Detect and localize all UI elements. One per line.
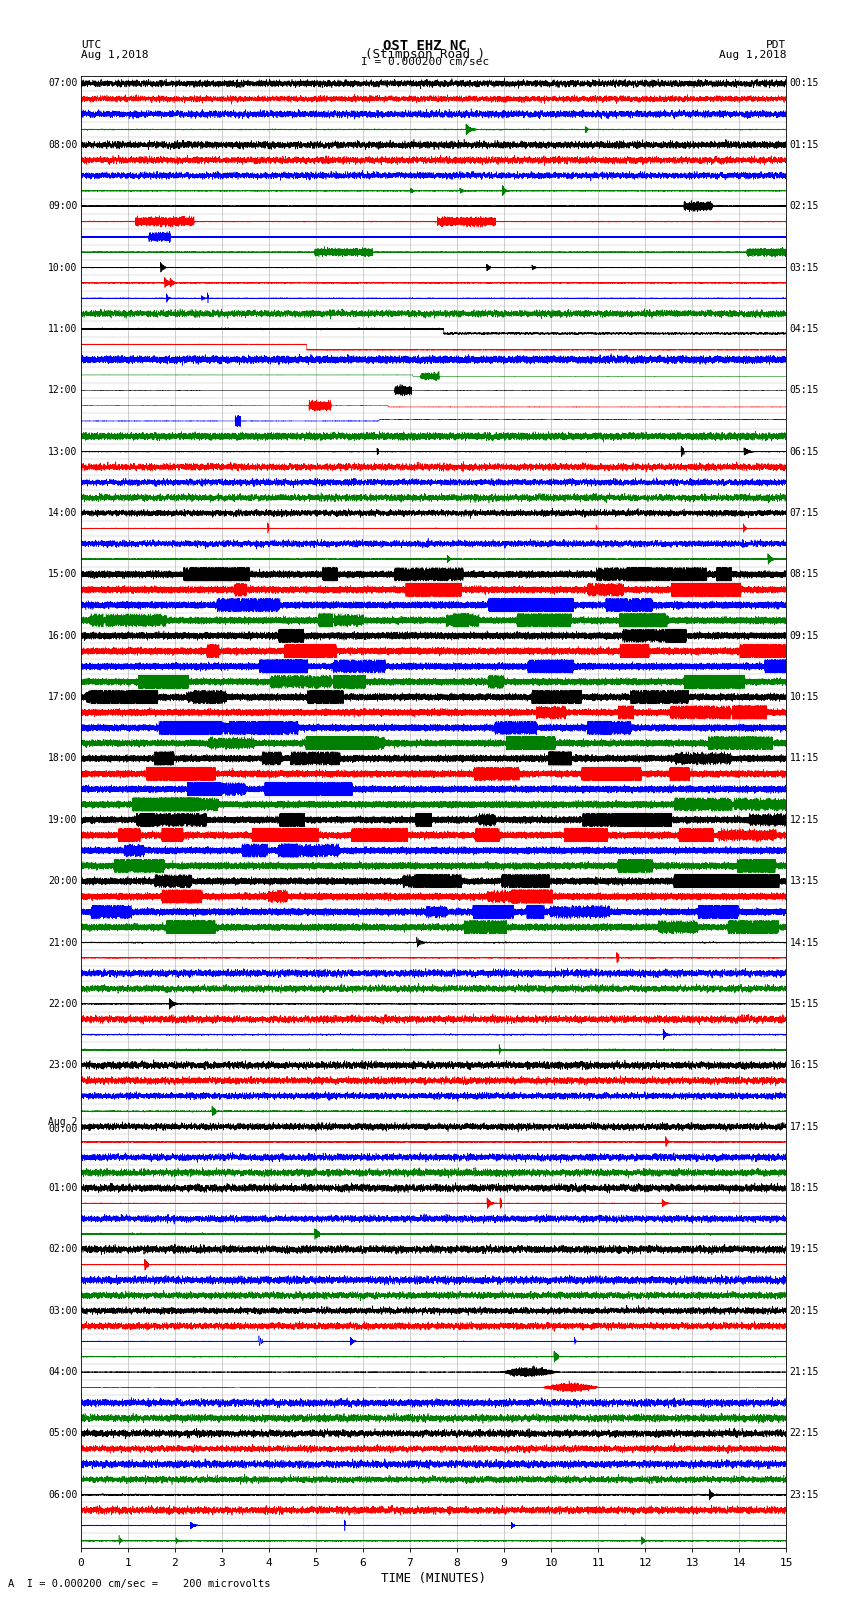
Text: 12:00: 12:00 <box>48 386 77 395</box>
Text: 20:15: 20:15 <box>790 1305 819 1316</box>
Text: 09:15: 09:15 <box>790 631 819 640</box>
Text: 21:15: 21:15 <box>790 1368 819 1378</box>
Text: 18:00: 18:00 <box>48 753 77 763</box>
Text: 00:15: 00:15 <box>790 79 819 89</box>
Text: 10:15: 10:15 <box>790 692 819 702</box>
Text: 01:15: 01:15 <box>790 140 819 150</box>
Text: 06:15: 06:15 <box>790 447 819 456</box>
Text: 07:00: 07:00 <box>48 79 77 89</box>
Text: 14:00: 14:00 <box>48 508 77 518</box>
Text: 13:00: 13:00 <box>48 447 77 456</box>
Text: 16:00: 16:00 <box>48 631 77 640</box>
Text: 04:15: 04:15 <box>790 324 819 334</box>
Text: 20:00: 20:00 <box>48 876 77 886</box>
Text: 23:00: 23:00 <box>48 1060 77 1071</box>
Text: PDT: PDT <box>766 40 786 50</box>
Text: (Stimpson Road ): (Stimpson Road ) <box>365 47 485 61</box>
Text: 01:00: 01:00 <box>48 1182 77 1194</box>
Text: 03:00: 03:00 <box>48 1305 77 1316</box>
Text: 10:00: 10:00 <box>48 263 77 273</box>
Text: 03:15: 03:15 <box>790 263 819 273</box>
Text: UTC: UTC <box>81 40 101 50</box>
Text: 06:00: 06:00 <box>48 1490 77 1500</box>
Text: 07:15: 07:15 <box>790 508 819 518</box>
Text: 21:00: 21:00 <box>48 937 77 947</box>
Text: Aug 2: Aug 2 <box>48 1118 77 1127</box>
X-axis label: TIME (MINUTES): TIME (MINUTES) <box>381 1571 486 1584</box>
Text: 22:00: 22:00 <box>48 998 77 1008</box>
Text: 19:00: 19:00 <box>48 815 77 824</box>
Text: 17:00: 17:00 <box>48 692 77 702</box>
Text: 17:15: 17:15 <box>790 1121 819 1132</box>
Text: 15:00: 15:00 <box>48 569 77 579</box>
Text: 14:15: 14:15 <box>790 937 819 947</box>
Text: 09:00: 09:00 <box>48 202 77 211</box>
Text: 18:15: 18:15 <box>790 1182 819 1194</box>
Text: 23:15: 23:15 <box>790 1490 819 1500</box>
Text: 00:00: 00:00 <box>48 1124 77 1134</box>
Text: Aug 1,2018: Aug 1,2018 <box>81 50 148 60</box>
Text: 11:00: 11:00 <box>48 324 77 334</box>
Text: A  I = 0.000200 cm/sec =    200 microvolts: A I = 0.000200 cm/sec = 200 microvolts <box>8 1579 271 1589</box>
Text: 16:15: 16:15 <box>790 1060 819 1071</box>
Text: 02:15: 02:15 <box>790 202 819 211</box>
Text: 05:15: 05:15 <box>790 386 819 395</box>
Text: OST EHZ NC: OST EHZ NC <box>383 39 467 53</box>
Text: 02:00: 02:00 <box>48 1244 77 1255</box>
Text: 13:15: 13:15 <box>790 876 819 886</box>
Text: 11:15: 11:15 <box>790 753 819 763</box>
Text: 04:00: 04:00 <box>48 1368 77 1378</box>
Text: 22:15: 22:15 <box>790 1429 819 1439</box>
Text: 08:00: 08:00 <box>48 140 77 150</box>
Text: 15:15: 15:15 <box>790 998 819 1008</box>
Text: 05:00: 05:00 <box>48 1429 77 1439</box>
Text: 12:15: 12:15 <box>790 815 819 824</box>
Text: Aug 1,2018: Aug 1,2018 <box>719 50 786 60</box>
Text: 08:15: 08:15 <box>790 569 819 579</box>
Text: I = 0.000200 cm/sec: I = 0.000200 cm/sec <box>361 56 489 68</box>
Text: 19:15: 19:15 <box>790 1244 819 1255</box>
